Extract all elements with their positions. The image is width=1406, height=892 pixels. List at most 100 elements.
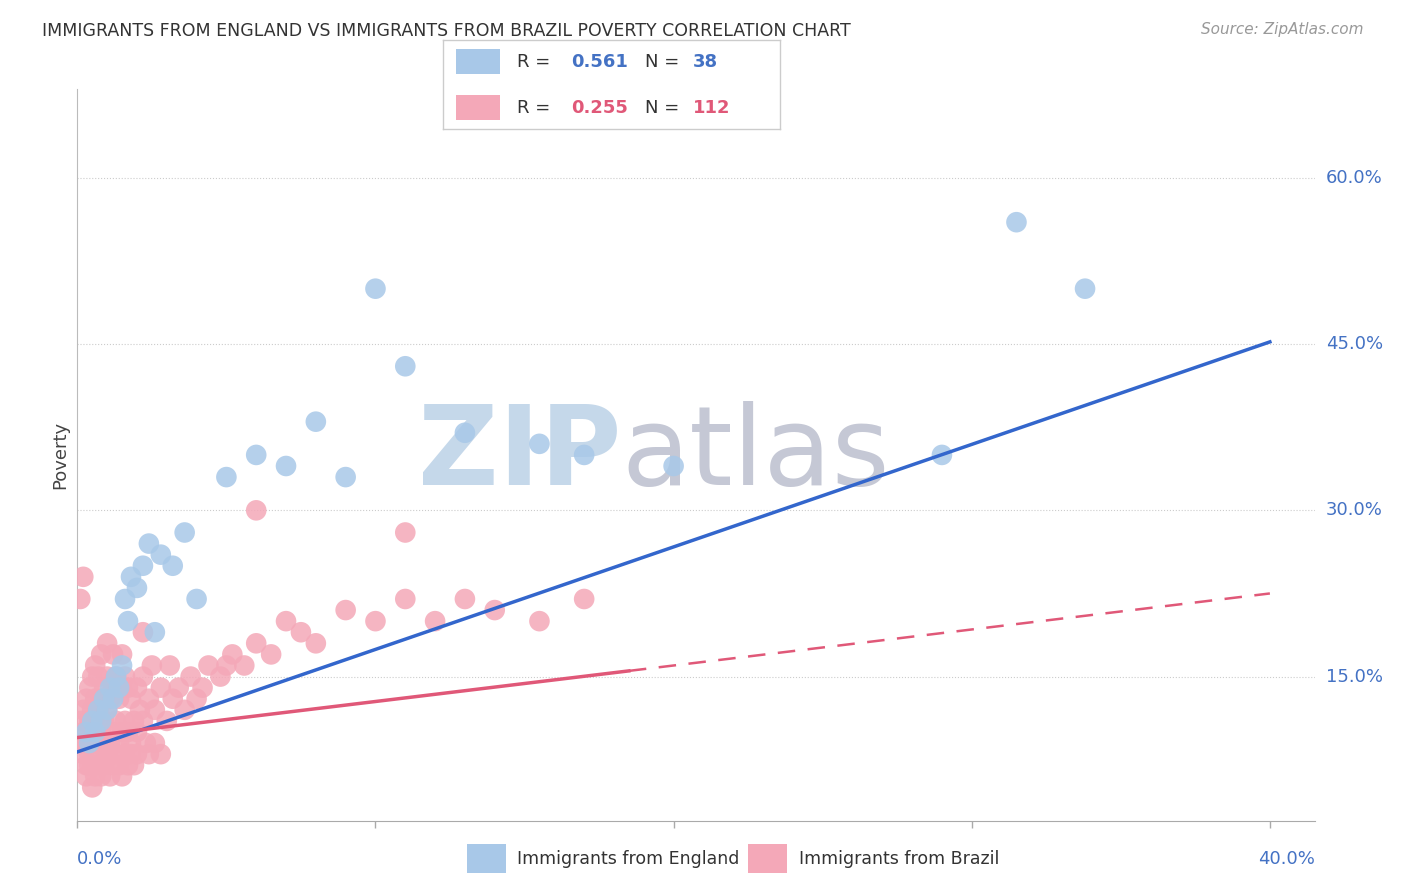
Point [84,658,107,673]
Point [149,747,172,761]
Point [84,769,107,783]
Point [114,669,136,683]
Point [572,592,595,607]
Point [125,581,148,595]
Point [180,669,202,683]
Point [117,725,139,739]
Point [364,282,387,296]
Point [1074,282,1097,296]
Point [90,714,112,728]
Point [82,703,104,717]
Text: 0.0%: 0.0% [77,850,122,868]
Point [125,681,148,695]
Point [90,725,112,739]
Point [93,758,115,772]
Point [98,691,121,706]
Point [96,747,118,761]
Point [72,570,94,584]
Point [75,758,97,772]
Point [108,758,131,772]
Point [77,758,100,772]
Point [108,736,131,750]
Point [84,747,107,761]
Point [101,725,124,739]
Point [245,448,267,462]
Bar [457,49,501,74]
Point [215,658,238,673]
Point [98,769,121,783]
Text: 30.0%: 30.0% [1326,501,1382,519]
Point [122,714,145,728]
Point [96,669,118,683]
Text: 0.255: 0.255 [571,99,628,117]
Point [84,725,107,739]
Point [191,681,214,695]
Point [162,558,184,573]
Point [111,681,134,695]
Point [96,747,118,761]
Point [141,658,163,673]
Point [209,669,232,683]
Point [162,691,184,706]
Point [529,437,551,451]
Text: 40.0%: 40.0% [1258,850,1315,868]
Point [84,691,107,706]
Point [156,714,179,728]
Point [122,758,145,772]
Point [105,747,128,761]
Point [77,681,100,695]
Point [75,736,97,750]
Point [108,691,131,706]
Point [96,703,118,717]
Point [72,747,94,761]
Point [82,669,104,683]
Point [394,592,416,607]
Point [111,648,134,662]
Text: IMMIGRANTS FROM ENGLAND VS IMMIGRANTS FROM BRAZIL POVERTY CORRELATION CHART: IMMIGRANTS FROM ENGLAND VS IMMIGRANTS FR… [42,22,851,40]
Point [364,614,387,628]
Point [167,681,190,695]
Text: N =: N = [645,53,685,70]
Point [138,536,160,550]
Point [454,425,477,440]
Point [149,681,172,695]
Text: Source: ZipAtlas.com: Source: ZipAtlas.com [1201,22,1364,37]
Point [87,669,110,683]
Point [69,736,91,750]
Bar [748,844,787,873]
Point [108,681,131,695]
Point [454,592,477,607]
Point [245,503,267,517]
Point [305,415,328,429]
Bar [457,95,501,120]
Text: 15.0%: 15.0% [1326,667,1382,686]
Point [87,758,110,772]
Point [117,758,139,772]
Point [105,669,128,683]
Text: atlas: atlas [621,401,890,508]
Point [111,769,134,783]
Point [173,703,195,717]
Text: N =: N = [645,99,685,117]
Point [101,691,124,706]
Point [132,625,155,640]
Text: 45.0%: 45.0% [1326,335,1384,353]
Point [93,681,115,695]
Point [120,747,142,761]
Point [1005,215,1028,229]
Text: 38: 38 [693,53,717,70]
Point [186,691,208,706]
Point [114,592,136,607]
Point [82,780,104,795]
Point [98,681,121,695]
Point [120,691,142,706]
Point [274,614,297,628]
Point [111,658,134,673]
Point [105,714,128,728]
Point [87,736,110,750]
Bar [467,844,506,873]
Point [75,691,97,706]
Point [931,448,953,462]
Point [117,614,139,628]
Point [572,448,595,462]
